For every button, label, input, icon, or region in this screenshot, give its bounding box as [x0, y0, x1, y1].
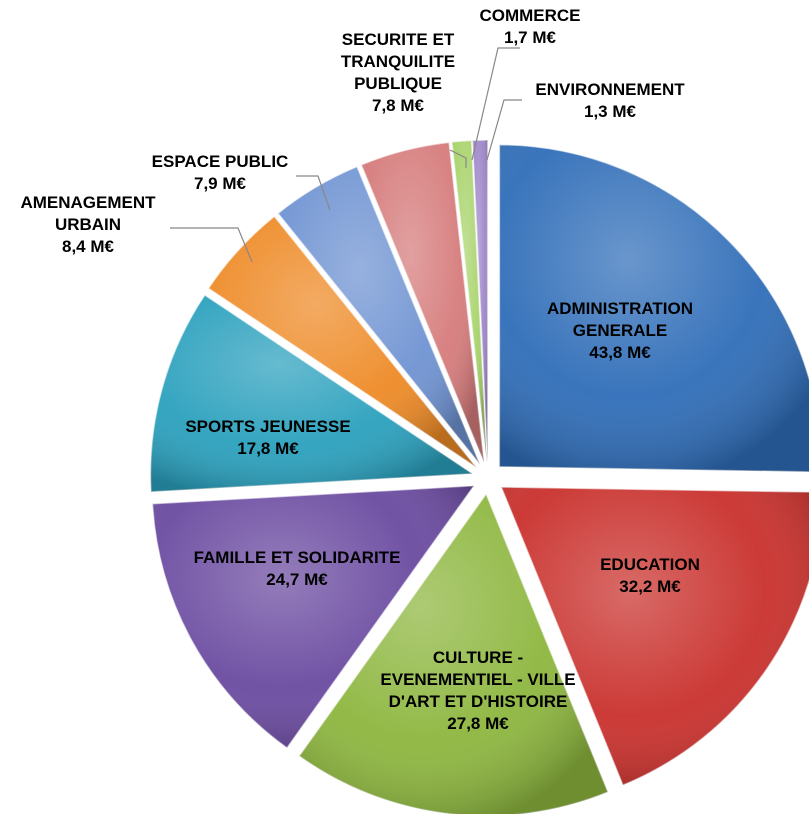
leader-line [486, 99, 522, 161]
leader-line [296, 175, 331, 211]
slice-label: FAMILLE ET SOLIDARITE 24,7 M€ [194, 548, 401, 589]
pie-slice-sheen [150, 294, 473, 492]
pie-slice-sheen [208, 216, 477, 468]
slice-label: CULTURE -EVENEMENTIEL - VILLE D'ART ET D'… [380, 648, 575, 733]
slice-label: COMMERCE 1,7 M€ [479, 6, 580, 47]
pie-slice-sheen [501, 487, 809, 786]
pie-slice-sheen [361, 142, 485, 463]
pie-slice-sheen [499, 144, 809, 472]
leader-line [170, 227, 253, 263]
slice-label: EDUCATION 32,2 M€ [600, 555, 700, 596]
slice-label: SPORTS JEUNESSE 17,8 M€ [185, 417, 350, 458]
slice-label: AMENAGEMENT URBAIN 8,4 M€ [20, 193, 156, 256]
pie-slice-sheen [277, 166, 480, 465]
pie-slice-sheen [299, 493, 608, 814]
slice-label: ENVIRONNEMENT 1,3 M€ [535, 80, 685, 121]
pie-slice-sheen [152, 485, 474, 748]
pie-slice-sheen [472, 140, 488, 463]
slice-label: ESPACE PUBLIC 7,9 M€ [152, 152, 289, 193]
leader-line [449, 149, 467, 168]
slice-label: ADMINISTRATION GENERALE 43,8 M€ [547, 299, 693, 362]
leader-line [471, 47, 520, 161]
pie-slice-sheen [451, 140, 487, 463]
slice-label: SECURITE ET TRANQUILITE PUBLIQUE 7,8 M€ [341, 30, 455, 115]
